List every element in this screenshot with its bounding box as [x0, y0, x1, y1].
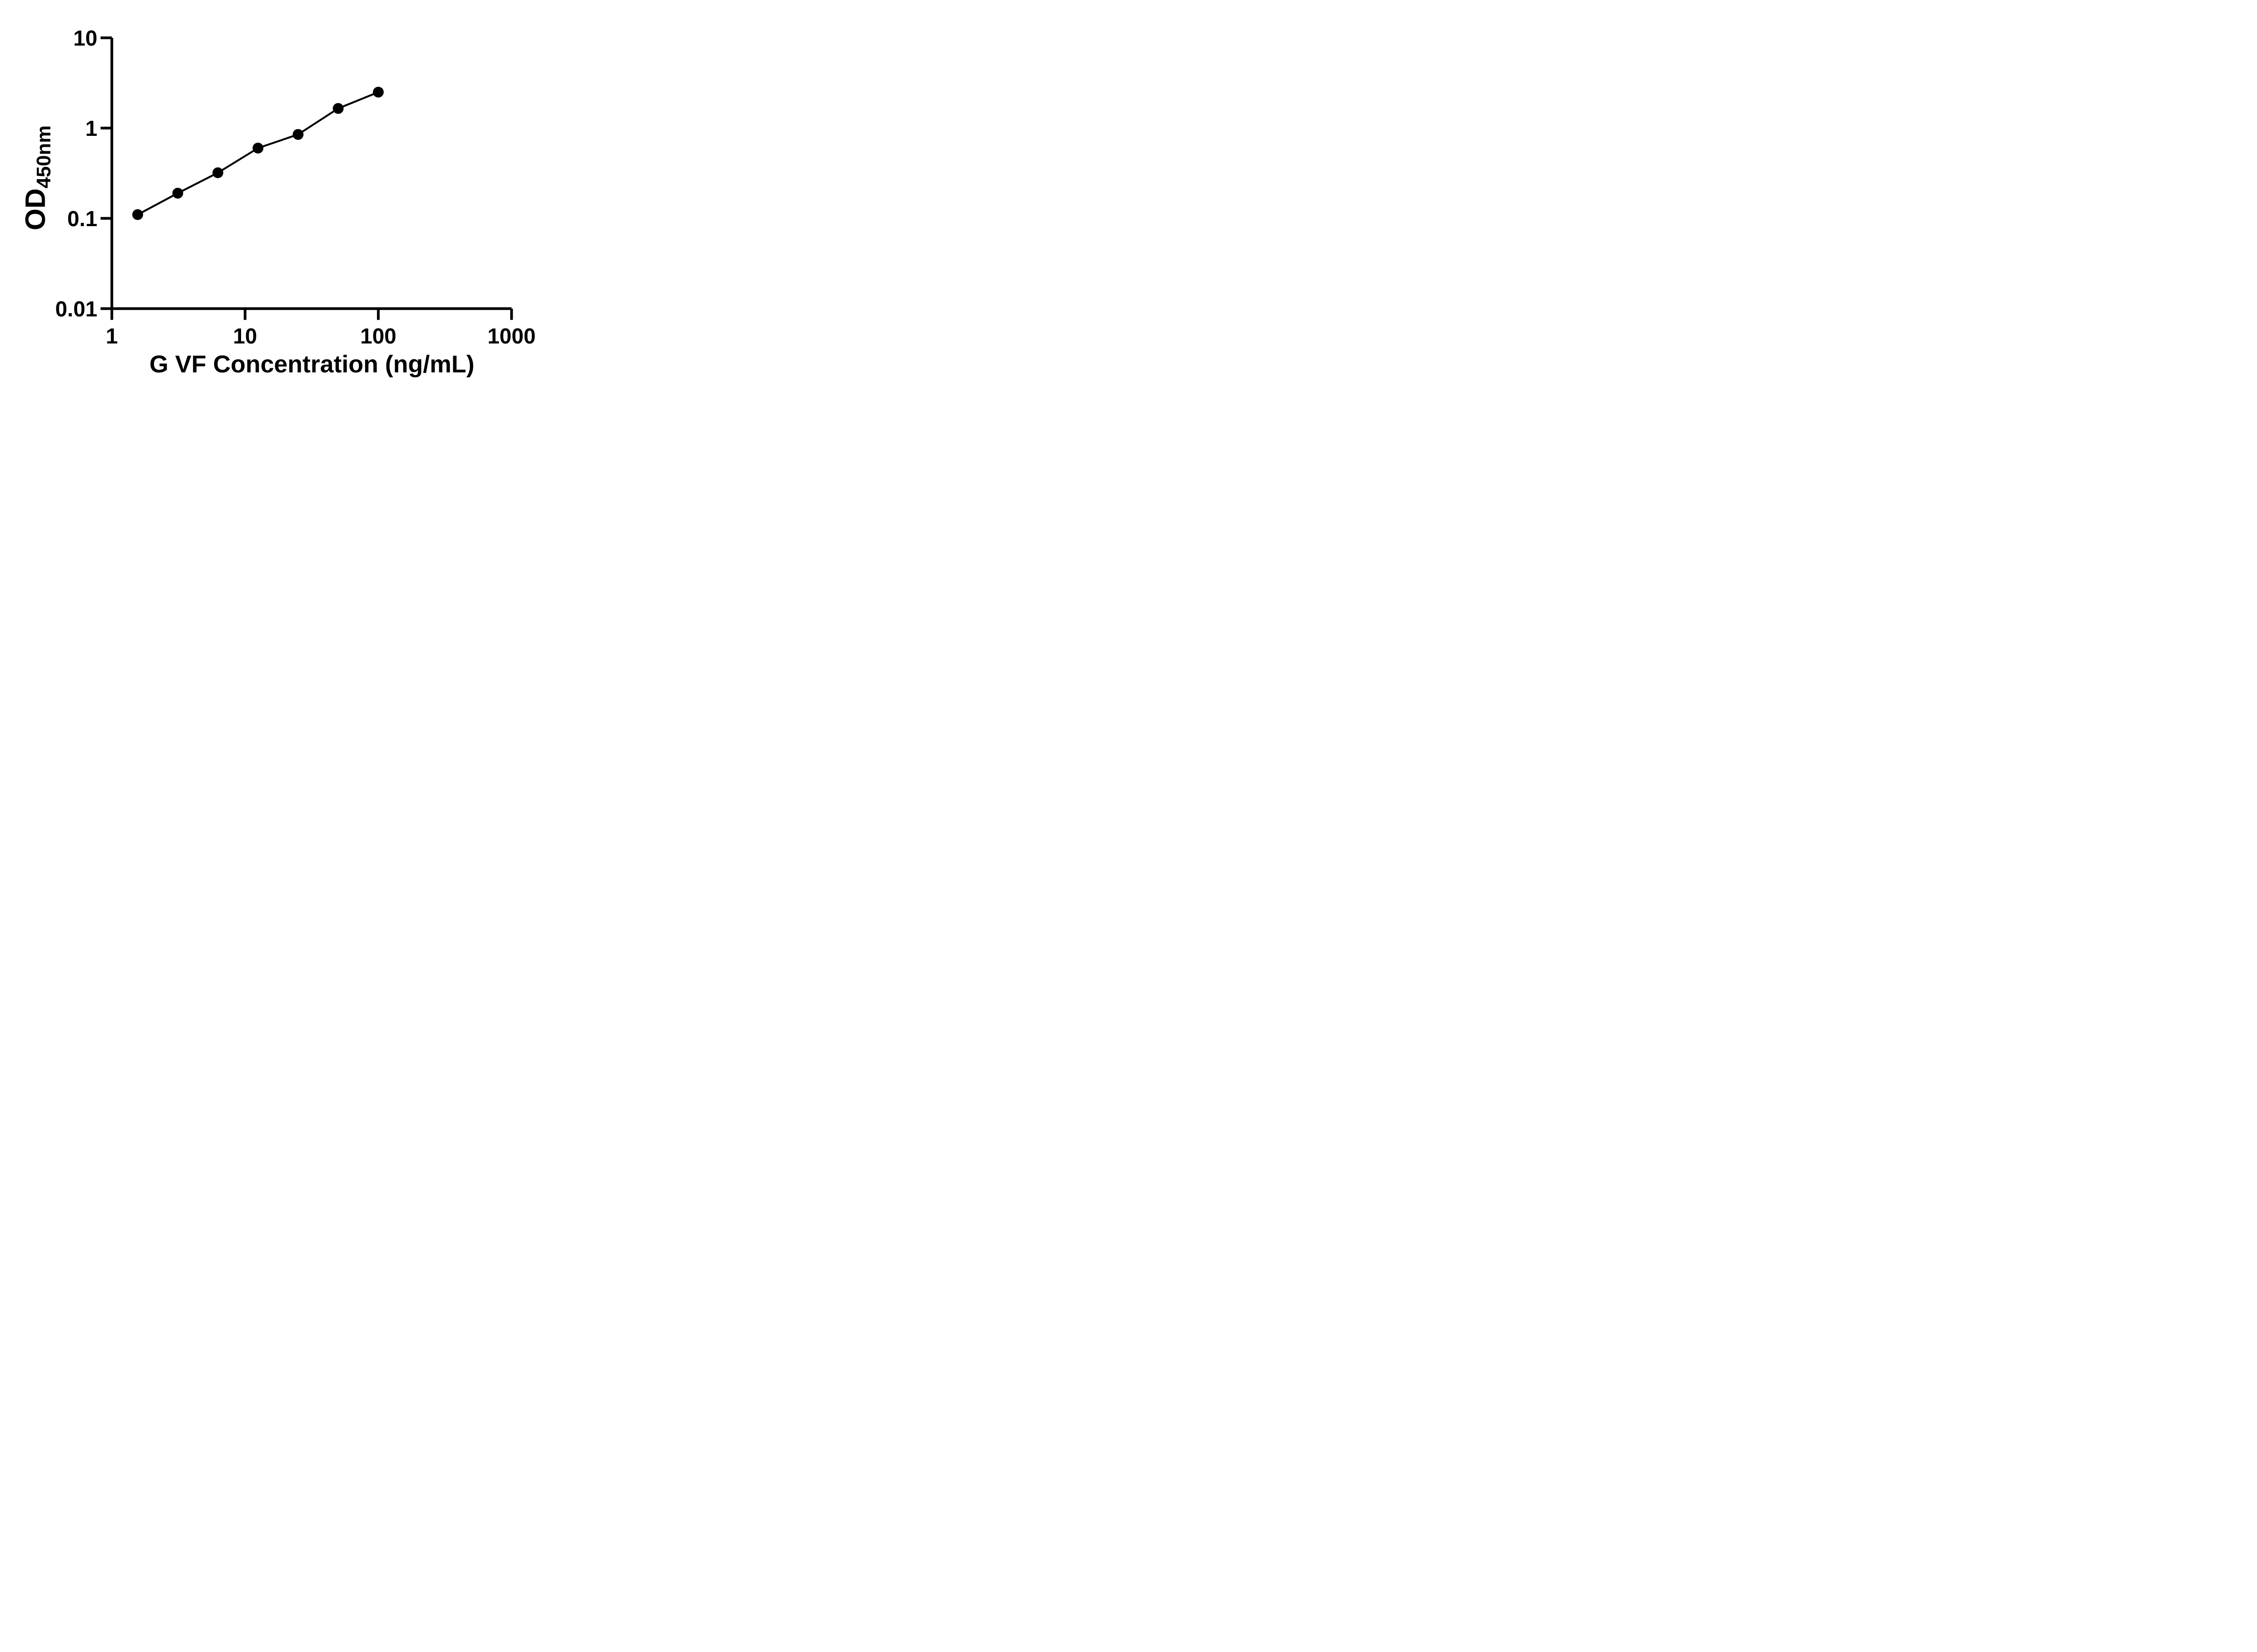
y-tick-label: 0.01: [55, 297, 97, 321]
data-point: [172, 187, 183, 199]
y-tick-label: 1: [85, 117, 98, 141]
elisa-standard-curve-figure: 10 1 0.1 0.01 1 10 100 1000 G VF Concentration …: [0, 0, 581, 413]
data-point: [252, 143, 264, 154]
x-tick-label: 10: [233, 325, 257, 348]
data-point: [212, 167, 223, 178]
data-point: [132, 209, 144, 220]
y-tick-label: 0.1: [67, 207, 98, 231]
axes-lines: [110, 37, 512, 310]
y-axis-title-subscript: 450nm: [33, 125, 55, 189]
x-tick-label: 100: [360, 325, 396, 348]
x-axis-title: G VF Concentration (ng/mL): [149, 351, 474, 378]
y-axis-title: OD450nm: [20, 125, 55, 231]
y-tick-label: 10: [73, 27, 97, 51]
data-point: [293, 129, 304, 140]
x-tick-label: 1000: [488, 325, 536, 348]
data-point: [373, 87, 384, 98]
x-tick-label: 1: [106, 325, 118, 348]
data-point: [333, 103, 344, 114]
y-axis-title-main: OD: [20, 188, 51, 231]
chart-plot-area: 10 1 0.1 0.01 1 10 100 1000: [55, 27, 536, 348]
